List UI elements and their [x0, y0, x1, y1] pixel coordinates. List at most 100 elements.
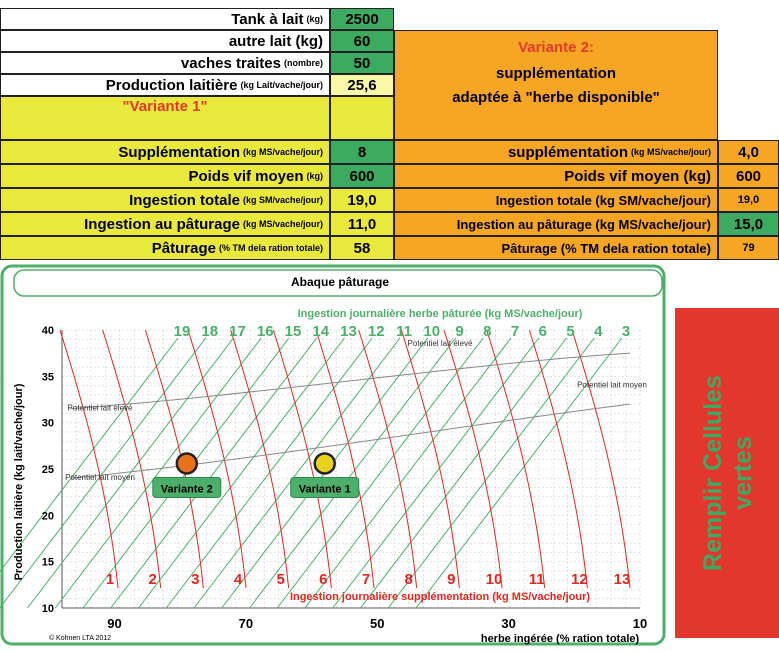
variante-2-subtitle-2: adaptée à "herbe disponible" — [452, 89, 660, 106]
v1-ingestion-paturage-label: Ingestion au pâturage (kg MS/vache/jour) — [0, 212, 330, 236]
herbe-line — [249, 337, 456, 609]
top-axis-tick: 4 — [594, 323, 603, 340]
supplementation-tick: 10 — [486, 571, 503, 588]
herbe-line — [0, 337, 179, 573]
production-label: Production laitière (kg Lait/vache/jour) — [0, 74, 330, 96]
variante-1-title-spacer — [330, 96, 394, 140]
top-axis-tick: 11 — [396, 323, 412, 340]
variante-2-subtitle-1: supplémentation — [495, 65, 616, 82]
y-tick-label: 10 — [42, 603, 54, 615]
supplementation-curve — [102, 329, 162, 589]
top-axis-tick: 14 — [312, 323, 329, 340]
abaque-chart: Abaque pâturage 10 15 20 25 30 35 40 90 70 50 30 10… — [0, 264, 668, 648]
v2-ingestion-totale-label: Ingestion totale (kg SM/vache/jour) — [394, 188, 718, 212]
top-axis-tick: 18 — [201, 323, 218, 340]
x-tick-label: 30 — [501, 616, 515, 631]
autre-lait-input[interactable]: 60 — [330, 30, 394, 52]
y-tick-label: 35 — [42, 371, 54, 383]
herbe-line — [138, 337, 345, 609]
variante-point-label-box — [290, 476, 360, 498]
potentiel-annotation: Potentiel lait élevé — [68, 404, 133, 413]
chart-frame — [0, 264, 666, 646]
production-value: 25,6 — [330, 74, 394, 96]
v1-supplementation-input[interactable]: 8 — [330, 140, 394, 164]
top-axis-tick: 16 — [257, 323, 274, 340]
top-axis-tick: 17 — [229, 323, 246, 340]
tank-input[interactable]: 2500 — [330, 8, 394, 30]
supplementation-curve — [443, 329, 503, 589]
fill-green-cells-panel: Remplir Cellules vertes — [675, 308, 779, 638]
side-panel-line-1: Remplir Cellules — [699, 375, 727, 571]
chart-title-box — [13, 269, 663, 297]
supplementation-tick: 5 — [276, 571, 284, 588]
variante-point — [175, 452, 199, 475]
supplementation-tick: 4 — [234, 571, 243, 588]
variante-1-title: "Variante 1" — [0, 96, 330, 140]
tank-label: Tank à lait (kg) — [0, 8, 330, 30]
y-tick-label: 30 — [42, 418, 54, 430]
x-tick-label: 90 — [107, 616, 121, 631]
x-tick-label: 50 — [370, 616, 384, 631]
supplementation-tick: 3 — [191, 571, 199, 588]
supplementation-tick: 12 — [571, 571, 588, 588]
x-tick-label: 10 — [633, 616, 647, 631]
herbe-line — [110, 337, 318, 609]
variante-2-header: Variante 2: supplémentation adaptée à "h… — [394, 30, 718, 140]
potentiel-annotation: Potentiel lait élevé — [408, 339, 473, 348]
autre-lait-label: autre lait (kg) — [0, 30, 330, 52]
fill-green-cells-text: Remplir Cellules vertes — [699, 375, 757, 571]
v1-ingestion-paturage-value: 11,0 — [330, 212, 394, 236]
top-axis-tick: 15 — [285, 323, 302, 340]
v2-ingestion-paturage-input[interactable]: 15,0 — [718, 212, 779, 236]
top-axis-tick: 9 — [455, 323, 463, 340]
vaches-input[interactable]: 50 — [330, 52, 394, 74]
v2-ingestion-paturage-label: Ingestion au pâturage (kg MS/vache/jour) — [394, 212, 718, 236]
y-tick-label: 15 — [42, 557, 54, 569]
supplementation-curve — [400, 329, 460, 589]
supplementation-curve — [358, 329, 418, 589]
v2-poids-value: 600 — [718, 164, 779, 188]
top-axis-tick: 3 — [622, 323, 630, 340]
supplementation-curve — [187, 329, 247, 589]
top-axis-tick: 19 — [174, 323, 191, 340]
v2-supplementation-value: 4,0 — [718, 140, 779, 164]
supplementation-tick: 6 — [319, 571, 327, 588]
chart-title: Abaque pâturage — [291, 275, 389, 289]
supplementation-curve — [230, 329, 290, 589]
copyright: © Kohnen LTA 2012 — [49, 634, 111, 642]
herbe-line — [276, 337, 484, 609]
supplementation-curve — [571, 329, 631, 589]
herbe-line — [360, 337, 567, 609]
x-axis-label: herbe ingérée (% ration totale) — [481, 633, 640, 645]
herbe-line — [27, 337, 234, 609]
variante-point-label: Variante 2 — [161, 483, 213, 495]
top-axis-tick: 12 — [368, 323, 385, 340]
v1-poids-input[interactable]: 600 — [330, 164, 394, 188]
top-axis-tick: 8 — [483, 323, 491, 340]
supplementation-curve — [144, 329, 204, 589]
top-axis-tick: 7 — [511, 323, 519, 340]
supplementation-tick: 13 — [614, 571, 631, 588]
supplementation-curve — [59, 329, 119, 589]
v2-supplementation-label: supplémentation (kg MS/vache/jour) — [394, 140, 718, 164]
variante-point-label: Variante 1 — [299, 483, 351, 495]
v1-paturage-value: 58 — [330, 236, 394, 260]
vaches-label: vaches traites (nombre) — [0, 52, 330, 74]
y-tick-label: 25 — [42, 464, 54, 476]
supplementation-tick: 7 — [362, 571, 370, 588]
supplementation-curve — [486, 329, 546, 589]
herbe-line — [304, 337, 512, 609]
v2-paturage-value: 79 — [718, 236, 779, 260]
top-axis-tick: 5 — [566, 323, 574, 340]
y-axis-label: Production laitière (kg lait/vache/jour) — [13, 383, 25, 580]
v2-paturage-label: Pâturage (% TM dela ration totale) — [394, 236, 718, 260]
x-tick-label: 70 — [239, 616, 253, 631]
herbe-line — [0, 337, 207, 609]
supplementation-curve — [272, 329, 332, 589]
supplementation-tick: 8 — [404, 571, 412, 588]
v1-poids-label: Poids vif moyen (kg) — [0, 164, 330, 188]
v1-ingestion-totale-label: Ingestion totale (kg SM/vache/jour) — [0, 188, 330, 212]
potentiel-annotation: Potentiel lait moyen — [65, 473, 135, 482]
v1-supplementation-label: Supplémentation (kg MS/vache/jour) — [0, 140, 330, 164]
